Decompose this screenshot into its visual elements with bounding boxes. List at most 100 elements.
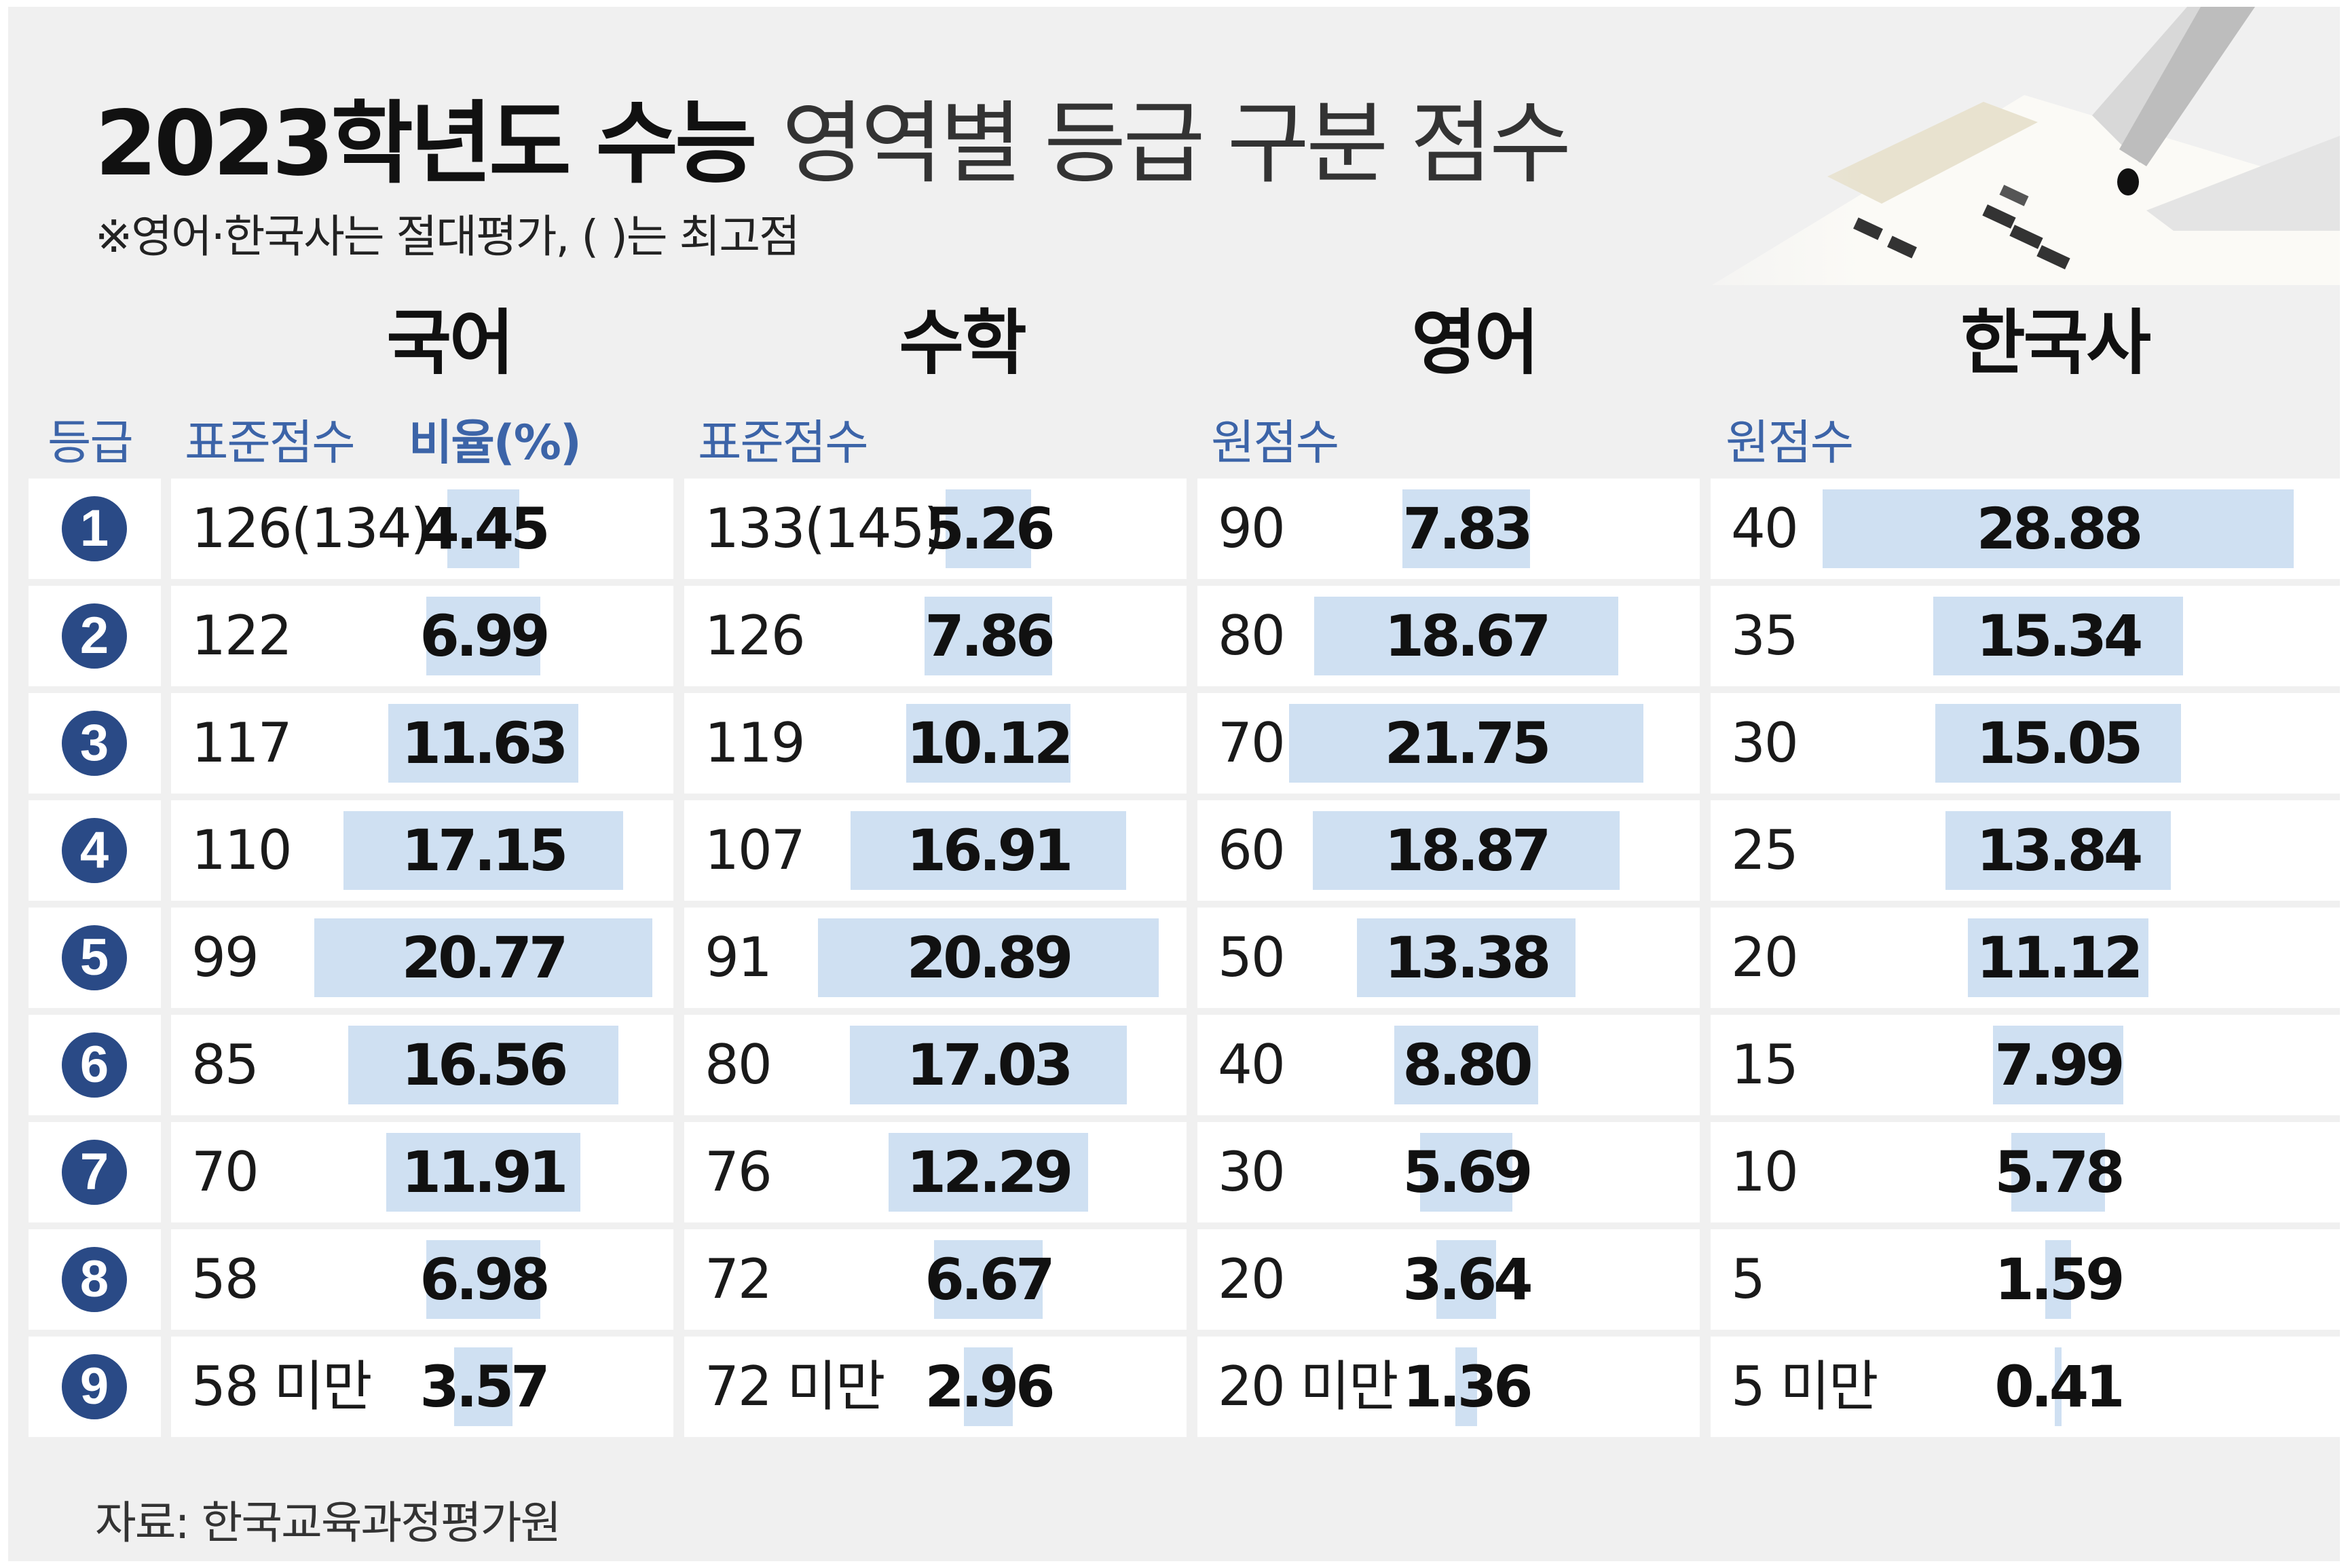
math-cutoff-score: 119 (705, 711, 806, 774)
history-ratio-label: 1.59 (1994, 1246, 2125, 1313)
english-cell: 90 7.83 (1197, 479, 1700, 579)
korean-ratio-label: 17.15 (401, 817, 569, 884)
math-cell: 80 17.03 (684, 1015, 1187, 1115)
english-cutoff-score: 80 (1218, 604, 1286, 667)
history-ratio-label: 0.41 (1994, 1354, 2125, 1420)
math-ratio-label: 2.96 (925, 1354, 1055, 1420)
english-ratio-bar (1312, 811, 1620, 890)
english-cutoff-score: 30 (1218, 1140, 1286, 1203)
math-cutoff-score: 76 (705, 1140, 772, 1203)
math-ratio-label: 7.86 (925, 603, 1055, 669)
math-ratio-label: 20.89 (906, 925, 1074, 991)
history-ratio-bar (1823, 489, 2294, 568)
table-row: 7 70 11.91 76 12.29 30 5.69 10 5.78 (29, 1122, 2342, 1222)
grade-badge: 8 (62, 1247, 127, 1312)
korean-ratio-bar (426, 1240, 540, 1319)
korean-cutoff-score: 85 (191, 1033, 259, 1096)
column-header-english-raw-score: 원점수 (1211, 415, 1339, 470)
history-cutoff-score: 5 (1731, 1248, 1766, 1311)
korean-ratio-bar (447, 489, 520, 568)
math-cell: 76 12.29 (684, 1122, 1187, 1222)
math-ratio-bar (888, 1133, 1089, 1212)
math-ratio-bar (818, 918, 1159, 997)
history-cell: 15 7.99 (1711, 1015, 2342, 1115)
history-ratio-label: 15.05 (1976, 710, 2144, 777)
korean-cutoff-score: 70 (191, 1140, 259, 1203)
history-ratio-label: 5.78 (1994, 1139, 2125, 1206)
math-cell: 107 16.91 (684, 800, 1187, 901)
math-cell: 72 미만 2.96 (684, 1337, 1187, 1437)
english-ratio-label: 3.64 (1402, 1246, 1533, 1313)
korean-cutoff-score: 122 (191, 604, 293, 667)
korean-cell: 117 11.63 (171, 693, 673, 794)
korean-ratio-label: 6.98 (420, 1246, 550, 1313)
english-ratio-label: 8.80 (1402, 1032, 1533, 1098)
grade-badge: 4 (62, 818, 127, 883)
grade-cell: 6 (29, 1015, 161, 1115)
korean-cell: 58 6.98 (171, 1229, 673, 1330)
math-cell: 133(145) 5.26 (684, 479, 1187, 579)
english-cell: 80 18.67 (1197, 586, 1700, 686)
korean-cutoff-score: 126(134) (191, 497, 432, 560)
history-cutoff-score: 15 (1731, 1033, 1799, 1096)
column-header-math-std-score: 표준점수 (698, 415, 869, 470)
history-cutoff-score: 35 (1731, 604, 1799, 667)
korean-cutoff-score: 117 (191, 711, 293, 774)
english-ratio-label: 5.69 (1402, 1139, 1533, 1206)
grade-badge: 6 (62, 1032, 127, 1098)
grade-cell: 2 (29, 586, 161, 686)
math-ratio-label: 17.03 (906, 1032, 1074, 1098)
english-cutoff-score: 20 (1218, 1248, 1286, 1311)
grade-badge: 9 (62, 1354, 127, 1419)
history-ratio-label: 13.84 (1976, 817, 2144, 884)
korean-ratio-label: 6.99 (420, 603, 550, 669)
exam-sheet-pen-illustration (1603, 7, 2340, 285)
math-cell: 72 6.67 (684, 1229, 1187, 1330)
math-ratio-bar (924, 597, 1053, 675)
english-ratio-bar (1419, 1133, 1513, 1212)
history-cell: 35 15.34 (1711, 586, 2342, 686)
english-cutoff-score: 70 (1218, 711, 1286, 774)
grade-cell: 5 (29, 908, 161, 1008)
history-cell: 30 15.05 (1711, 693, 2342, 794)
english-ratio-bar (1455, 1347, 1478, 1426)
history-ratio-bar (2011, 1133, 2106, 1212)
history-cell: 5 1.59 (1711, 1229, 2342, 1330)
english-ratio-label: 13.38 (1384, 925, 1552, 991)
history-ratio-label: 11.12 (1976, 925, 2144, 991)
korean-ratio-label: 20.77 (401, 925, 569, 991)
korean-cell: 110 17.15 (171, 800, 673, 901)
korean-cell: 58 미만 3.57 (171, 1337, 673, 1437)
korean-ratio-bar (426, 597, 540, 675)
math-ratio-bar (964, 1347, 1013, 1426)
history-ratio-label: 28.88 (1976, 496, 2144, 562)
english-ratio-bar (1289, 704, 1643, 783)
english-ratio-label: 7.83 (1402, 496, 1533, 562)
korean-cutoff-score: 110 (191, 819, 293, 882)
korean-ratio-bar (388, 704, 578, 783)
english-cell: 50 13.38 (1197, 908, 1700, 1008)
english-cell: 40 8.80 (1197, 1015, 1700, 1115)
english-ratio-bar (1357, 918, 1576, 997)
history-cutoff-score: 10 (1731, 1140, 1799, 1203)
math-cutoff-score: 72 미만 (705, 1355, 885, 1418)
history-ratio-bar (1993, 1026, 2123, 1104)
grade-badge: 7 (62, 1140, 127, 1205)
column-header-ratio: 비율(%) (409, 415, 582, 470)
english-ratio-label: 18.67 (1384, 603, 1552, 669)
grade-badge: 2 (62, 603, 127, 669)
grade-cell: 1 (29, 479, 161, 579)
page-title: 2023학년도 수능 영역별 등급 구분 점수 (95, 71, 1571, 201)
history-cutoff-score: 20 (1731, 926, 1799, 989)
english-ratio-bar (1402, 489, 1530, 568)
math-cutoff-score: 72 (705, 1248, 772, 1311)
table-row: 6 85 16.56 80 17.03 40 8.80 15 7.99 (29, 1015, 2342, 1115)
grade-cell: 7 (29, 1122, 161, 1222)
math-cell: 91 20.89 (684, 908, 1187, 1008)
column-header-history-raw-score: 원점수 (1726, 415, 1854, 470)
grade-cell: 8 (29, 1229, 161, 1330)
english-cutoff-score: 40 (1218, 1033, 1286, 1096)
grade-cell: 9 (29, 1337, 161, 1437)
english-ratio-label: 18.87 (1384, 817, 1552, 884)
infographic-card: 2023학년도 수능 영역별 등급 구분 점수 ※영어·한국사는 절대평가, (… (8, 7, 2342, 1561)
